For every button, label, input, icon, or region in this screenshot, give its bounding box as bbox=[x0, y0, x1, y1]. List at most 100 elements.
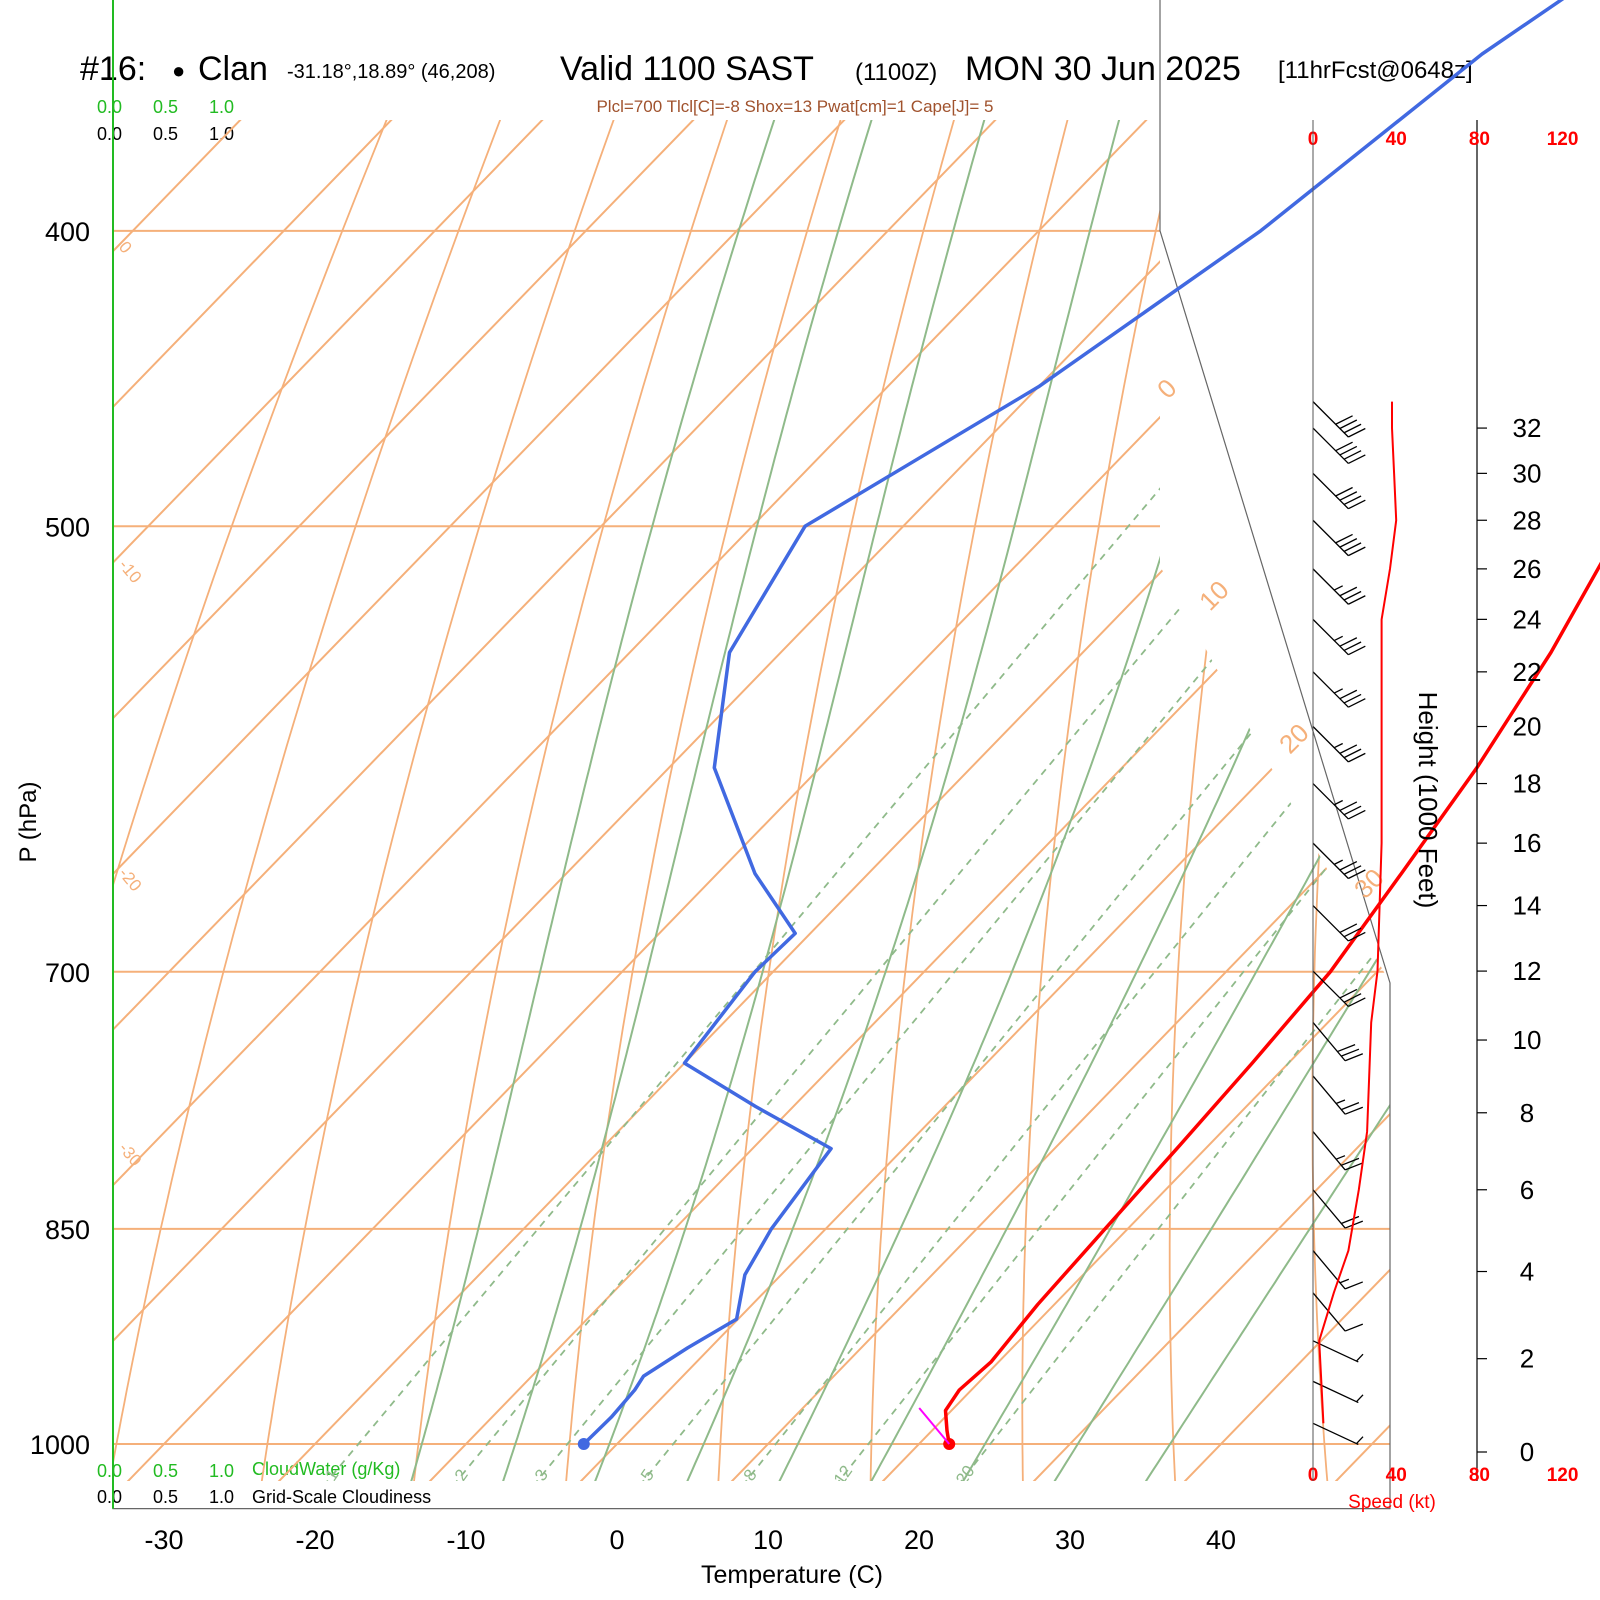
cloudwater-tick: 0.5 bbox=[153, 97, 178, 117]
height-tick-label: 8 bbox=[1520, 1098, 1534, 1128]
height-tick-label: 2 bbox=[1520, 1344, 1534, 1374]
wind-barb-feather bbox=[1344, 1281, 1364, 1290]
wind-barb-feather bbox=[1348, 869, 1366, 880]
dewpoint-trace bbox=[582, 0, 1565, 1446]
isotherm bbox=[113, 120, 889, 1481]
wind-barb-feather bbox=[1339, 988, 1358, 999]
sounding-params: Plcl=700 Tlcl[C]=-8 Shox=13 Pwat[cm]=1 C… bbox=[596, 97, 993, 116]
isotherm bbox=[1006, 120, 1390, 1481]
speed-tick-label: 80 bbox=[1469, 1465, 1490, 1486]
height-tick-label: 26 bbox=[1513, 554, 1542, 584]
forecast-info: [11hrFcst@0648z] bbox=[1278, 57, 1473, 84]
x-tick-label: 20 bbox=[904, 1525, 934, 1555]
x-tick-label: -30 bbox=[144, 1525, 183, 1555]
height-tick-label: 30 bbox=[1513, 458, 1542, 488]
moist-adiabat bbox=[402, 120, 961, 1481]
pressure-tick-label: 850 bbox=[45, 1215, 90, 1245]
valid-time: Valid 1100 SAST bbox=[560, 50, 814, 88]
dry-adiabat bbox=[113, 120, 611, 1481]
mixing-ratio-label: 2 bbox=[451, 1466, 472, 1485]
surface-dewpoint-dot bbox=[577, 1438, 590, 1450]
wind-barb-feather bbox=[1348, 595, 1366, 605]
height-tick-label: 16 bbox=[1513, 828, 1542, 858]
height-axis-title: Height (1000 Feet) bbox=[1413, 692, 1443, 909]
moist-adiabat bbox=[1036, 120, 1390, 1481]
wind-barb-staff bbox=[1312, 401, 1349, 438]
wind-barb-staff bbox=[1312, 1022, 1346, 1062]
mixing-ratio-label: 8 bbox=[740, 1466, 761, 1485]
wind-barb-feather bbox=[1343, 542, 1362, 552]
cloudiness-tick: 0.0 bbox=[97, 1487, 122, 1507]
wind-barb-feather bbox=[1348, 499, 1366, 510]
wind-barb-feather bbox=[1339, 586, 1358, 597]
isotherm bbox=[113, 120, 1191, 1481]
wind-barb-staff bbox=[1312, 427, 1349, 464]
dry-adiabat bbox=[869, 120, 1221, 1481]
cloudwater-tick: 0.0 bbox=[97, 1461, 122, 1481]
height-tick-label: 28 bbox=[1513, 505, 1542, 535]
mixing-ratio-label: 12 bbox=[830, 1462, 856, 1488]
moist-adiabat bbox=[946, 120, 1390, 1481]
station-coords: -31.18°,18.89° (46,208) bbox=[287, 61, 495, 83]
y-axis-title: P (hPa) bbox=[15, 782, 42, 863]
wind-barb-feather bbox=[1348, 454, 1366, 465]
wind-barb-staff bbox=[1312, 568, 1349, 605]
wind-barb-feather bbox=[1335, 533, 1353, 544]
isotherm-label: 0 bbox=[1151, 373, 1182, 404]
wind-barb-feather bbox=[1341, 1048, 1360, 1057]
mixing-ratio-label: 5 bbox=[637, 1466, 658, 1485]
isotherm bbox=[113, 120, 1390, 1481]
sounding-traces bbox=[577, 0, 1600, 1450]
wind-barb-feather bbox=[1341, 1102, 1360, 1111]
height-tick-label: 6 bbox=[1520, 1175, 1534, 1205]
wind-barb-feather bbox=[1343, 495, 1362, 506]
isotherm-label: -10 bbox=[115, 556, 145, 587]
dry-adiabat bbox=[1311, 120, 1390, 1481]
cloudiness-label: Grid-Scale Cloudiness bbox=[252, 1487, 431, 1507]
wind-barb-feather bbox=[1343, 865, 1362, 875]
wind-barb-staff bbox=[1312, 671, 1349, 708]
wind-barb-feather bbox=[1335, 1099, 1346, 1105]
cloudiness-tick: 1.0 bbox=[209, 124, 234, 144]
wind-barb-feather bbox=[1348, 809, 1366, 820]
wind-barb-feather bbox=[1335, 1155, 1346, 1160]
x-tick-label: -20 bbox=[295, 1525, 334, 1555]
station-name: Clan bbox=[198, 50, 268, 88]
wind-barb-feather bbox=[1348, 752, 1366, 763]
wind-barb-feather bbox=[1344, 1106, 1364, 1115]
dry-adiabat bbox=[716, 120, 1119, 1481]
wind-barb-feather bbox=[1339, 860, 1358, 871]
wind-barb-feather bbox=[1344, 1323, 1364, 1332]
wind-barb-feather bbox=[1343, 693, 1362, 704]
isotherm-label: -20 bbox=[115, 864, 145, 895]
wind-barb-feather bbox=[1341, 1157, 1360, 1166]
wind-barbs bbox=[1312, 401, 1366, 1446]
valid-zulu: (1100Z) bbox=[855, 59, 937, 86]
isotherm bbox=[113, 120, 1390, 1481]
wind-speed-profile bbox=[1318, 401, 1398, 1424]
x-tick-label: 10 bbox=[753, 1525, 783, 1555]
moist-adiabat bbox=[583, 120, 1150, 1481]
mixing-ratio-line bbox=[826, 230, 1390, 1481]
speed-axis-label: Speed (kt) bbox=[1348, 1492, 1436, 1513]
wind-barb-feather bbox=[1348, 645, 1366, 656]
wind-speed-trace bbox=[1318, 401, 1398, 1424]
x-tick-label: 30 bbox=[1055, 1525, 1085, 1555]
cloudiness-tick: 0.5 bbox=[153, 124, 178, 144]
isotherm bbox=[113, 120, 1342, 1481]
cloudwater-tick: 1.0 bbox=[209, 97, 234, 117]
isotherm bbox=[704, 120, 1390, 1481]
isotherm-label: -30 bbox=[115, 1139, 145, 1170]
wind-barb-staff bbox=[1312, 1292, 1346, 1332]
mixing-ratio-line bbox=[630, 230, 1390, 1481]
isotherm bbox=[855, 120, 1390, 1481]
mixing-ratio-line bbox=[314, 230, 1379, 1481]
frame-outline bbox=[112, 0, 1391, 1510]
wind-barb-staff bbox=[1312, 519, 1349, 557]
pressure-tick-label: 500 bbox=[45, 512, 90, 542]
wind-barb-feather bbox=[1333, 859, 1343, 865]
dry-adiabat bbox=[410, 120, 916, 1481]
height-tick-label: 4 bbox=[1520, 1257, 1534, 1287]
x-tick-label: -10 bbox=[446, 1525, 485, 1555]
